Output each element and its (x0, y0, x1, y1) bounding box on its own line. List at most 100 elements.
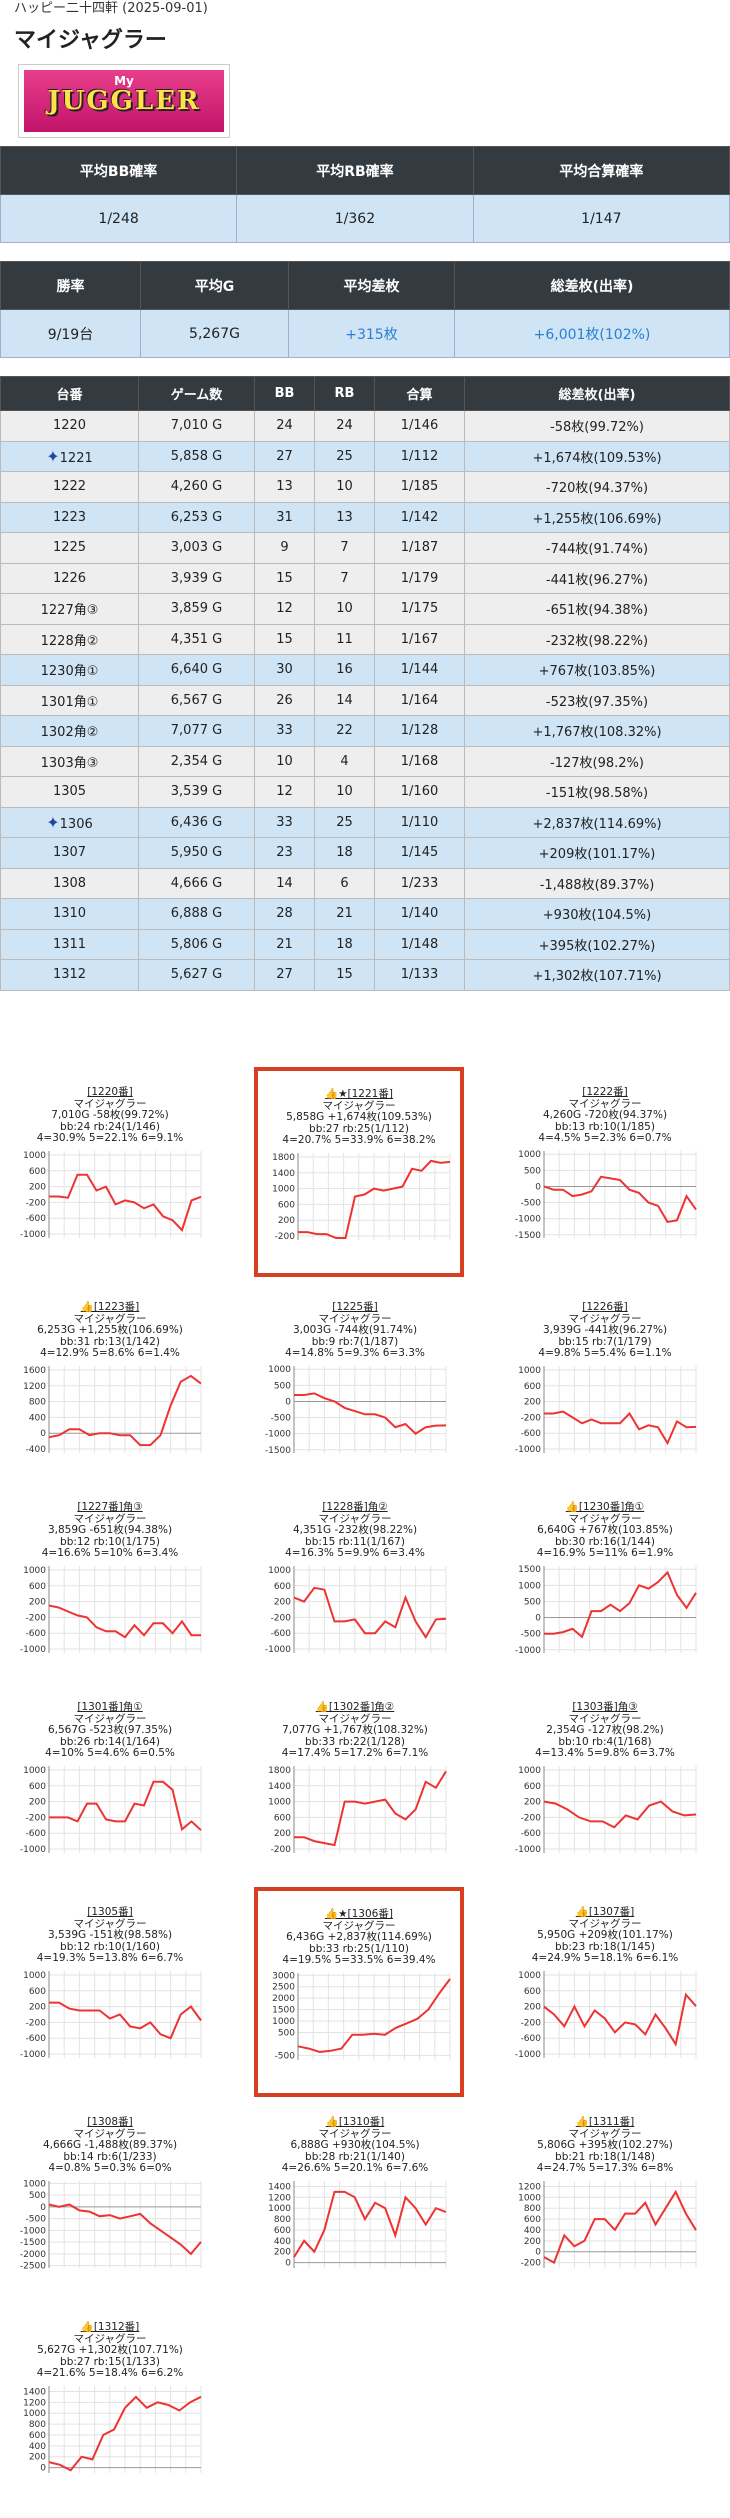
logo-banner: My JUGGLER (24, 70, 224, 132)
machine-chart-card[interactable]: 👍[1230番]角① マイジャグラー 6,640G +767枚(103.85%) bb… (505, 1501, 705, 1698)
y-tick-label: 3000 (272, 1971, 295, 1981)
y-tick-label: 500 (524, 1166, 541, 1176)
table-row[interactable]: 1230角① 6,640 G 30 16 1/144 +767枚(103.85%) (0, 654, 730, 686)
cell-text: -523枚(97.35%) (545, 694, 649, 710)
cell-g: 6,436 G (138, 806, 255, 838)
machine-chart-card[interactable]: 👍[1312番] マイジャグラー 5,627G +1,302枚(107.71%) bb… (10, 2321, 210, 2518)
machine-chart-card[interactable]: 👍★[1306番] マイジャグラー 6,436G +2,837枚(114.69%) b… (254, 1887, 464, 2097)
y-tick-label: -200 (26, 2018, 47, 2028)
table-row[interactable]: 1220 7,010 G 24 24 1/146 -58枚(99.72%) (0, 410, 730, 442)
cell-no: 1310 (0, 898, 139, 930)
table-row[interactable]: 1302角② 7,077 G 33 22 1/128 +1,767枚(108.32%) (0, 715, 730, 747)
y-tick-label: 1400 (268, 2182, 291, 2192)
machine-chart-card[interactable]: [1308番] マイジャグラー 4,666G -1,488枚(89.37%) bb:1… (10, 2116, 210, 2313)
table-row[interactable]: 1305 3,539 G 12 10 1/160 -151枚(98.58%) (0, 776, 730, 808)
col-bb: BB (254, 376, 315, 411)
cell-rb: 14 (314, 684, 375, 716)
machine-chart-card[interactable]: 👍[1307番] マイジャグラー 5,950G +209枚(101.17%) bb:2… (505, 1906, 705, 2103)
table-row[interactable]: 1227角③ 3,859 G 12 10 1/175 -651枚(94.38%) (0, 593, 730, 625)
probability-summary-table: 平均BB確率 平均RB確率 平均合算確率 1/248 1/362 1/147 (0, 146, 730, 243)
machine-chart-card[interactable]: [1227番]角③ マイジャグラー 3,859G -651枚(94.38%) bb:1… (10, 1501, 210, 1698)
cell-rb: 10 (314, 471, 375, 503)
y-tick-label: 600 (274, 1581, 291, 1591)
y-tick-label: 1200 (23, 2398, 46, 2408)
y-tick-label: 500 (274, 1381, 291, 1391)
y-tick-label: 600 (274, 1813, 291, 1823)
table-row[interactable]: 1301角① 6,567 G 26 14 1/164 -523枚(97.35%) (0, 684, 730, 716)
cell-rb: 21 (314, 898, 375, 930)
y-tick-label: 1400 (268, 1781, 291, 1791)
y-tick-label: 0 (285, 2258, 291, 2268)
table-row[interactable]: 1225 3,003 G 9 7 1/187 -744枚(91.74%) (0, 532, 730, 564)
y-tick-label: 600 (29, 1581, 46, 1591)
cell-text: +2,837枚(114.69%) (532, 816, 662, 832)
card-machine: マイジャグラー (73, 1917, 147, 1930)
machine-chart-card[interactable]: 👍[1302番]角② マイジャグラー 7,077G +1,767枚(108.32%)… (255, 1701, 455, 1898)
y-tick-label: 1400 (272, 1168, 295, 1178)
machine-chart-card[interactable]: [1301番]角① マイジャグラー 6,567G -523枚(97.35%) bb:2… (10, 1701, 210, 1898)
cell-rb: 6 (314, 867, 375, 899)
diff-line-chart: 1800 1400 1000 600 200 -200 (272, 1152, 451, 1242)
table-row[interactable]: 1311 5,806 G 21 18 1/148 +395枚(102.27%) (0, 928, 730, 960)
table-row[interactable]: ✦1221 5,858 G 27 25 1/112 +1,674枚(109.53%) (0, 440, 730, 472)
machine-chart-card[interactable]: 👍[1223番] マイジャグラー 6,253G +1,255枚(106.69%) bb… (10, 1301, 210, 1498)
table-row[interactable]: 1307 5,950 G 23 18 1/145 +209枚(101.17%) (0, 837, 730, 869)
cell-text: 1/160 (400, 784, 439, 800)
card-l3: 4=24.9% 5=18.1% 6=6.1% (531, 1952, 679, 1964)
table-row[interactable]: 1228角② 4,351 G 15 11 1/167 -232枚(98.22%) (0, 623, 730, 655)
diff-line-chart: 1000 600 200 -200 -600 -1000 (265, 1565, 447, 1655)
table-row[interactable]: 1312 5,627 G 27 15 1/133 +1,302枚(107.71%) (0, 959, 730, 991)
cell-text: 27 (276, 448, 293, 464)
table-row[interactable]: 1308 4,666 G 14 6 1/233 -1,488枚(89.37%) (0, 867, 730, 899)
cell-text: 1223 (52, 509, 87, 525)
y-tick-label: 0 (535, 1613, 541, 1623)
machine-chart-card[interactable]: [1220番] マイジャグラー 7,010G -58枚(99.72%) bb:24 r… (10, 1086, 210, 1283)
card-l2: bb:10 rb:4(1/168) (558, 1735, 652, 1748)
machine-chart-card[interactable]: [1225番] マイジャグラー 3,003G -744枚(91.74%) bb:9 r… (255, 1301, 455, 1498)
y-tick-label: 1000 (23, 1150, 46, 1160)
diff-line-chart: 1000 500 0 -500 -1000 -1500 (265, 1365, 447, 1455)
card-l2: bb:31 rb:13(1/142) (60, 1335, 160, 1348)
cell-text: 1306 (59, 816, 93, 832)
machine-chart-card[interactable]: 👍[1311番] マイジャグラー 5,806G +395枚(102.27%) bb:2… (505, 2116, 705, 2313)
card-l1: 4,351G -232枚(98.22%) (292, 1524, 418, 1536)
cell-total: 1/112 (374, 440, 465, 472)
cell-text: 1220 (52, 418, 87, 434)
machine-chart-card[interactable]: 👍[1310番] マイジャグラー 6,888G +930枚(104.5%) bb:28… (255, 2116, 455, 2313)
table-row[interactable]: 1226 3,939 G 15 7 1/179 -441枚(96.27%) (0, 562, 730, 594)
machine-chart-card[interactable]: [1226番] マイジャグラー 3,939G -441枚(96.27%) bb:15 … (505, 1301, 705, 1498)
machine-chart-card[interactable]: [1228番]角② マイジャグラー 4,351G -232枚(98.22%) bb:1… (255, 1501, 455, 1698)
y-tick-label: -200 (521, 2258, 542, 2268)
y-tick-label: 1000 (268, 1365, 291, 1375)
table-row[interactable]: 1223 6,253 G 31 13 1/142 +1,255枚(106.69%) (0, 501, 730, 533)
card-machine: マイジャグラー (73, 1512, 147, 1525)
table-row[interactable]: 1303角③ 2,354 G 10 4 1/168 -127枚(98.2%) (0, 745, 730, 777)
y-tick-label: -500 (26, 2214, 47, 2224)
machine-chart-card[interactable]: [1305番] マイジャグラー 3,539G -151枚(98.58%) bb:12 … (10, 1906, 210, 2103)
cell-text: 12 (276, 784, 293, 800)
card-l2: bb:13 rb:10(1/185) (555, 1120, 655, 1133)
cell-text: 21 (276, 936, 293, 952)
card-machine: マイジャグラー (73, 2127, 147, 2140)
table-row[interactable]: 1222 4,260 G 13 10 1/185 -720枚(94.37%) (0, 471, 730, 503)
y-tick-label: -200 (26, 1198, 47, 1208)
cell-text: 1303角③ (40, 755, 99, 771)
cell-rb: 25 (314, 806, 375, 838)
cell-bb: 23 (254, 837, 315, 869)
card-l3: 4=26.6% 5=20.1% 6=7.6% (281, 2162, 429, 2174)
y-tick-label: 600 (29, 1986, 46, 1996)
y-tick-label: 2500 (272, 1982, 295, 1992)
cell-bb: 15 (254, 562, 315, 594)
y-tick-label: 600 (29, 1781, 46, 1791)
machine-chart-card[interactable]: 👍★[1221番] マイジャグラー 5,858G +1,674枚(109.53%) b… (254, 1067, 464, 1277)
machine-chart-card[interactable]: [1303番]角③ マイジャグラー 2,354G -127枚(98.2%) bb:10… (505, 1701, 705, 1898)
card-title: 👍★[1221番] (325, 1088, 393, 1100)
machine-chart-card[interactable]: [1222番] マイジャグラー 4,260G -720枚(94.37%) bb:13 … (505, 1086, 705, 1283)
result-summary-table: 勝率 平均G 平均差枚 総差枚(出率) 9/19台 5,267G +315枚 +… (0, 261, 730, 358)
table-row[interactable]: 1310 6,888 G 28 21 1/140 +930枚(104.5%) (0, 898, 730, 930)
cell-total: 1/144 (374, 654, 465, 686)
table-row[interactable]: ✦1306 6,436 G 33 25 1/110 +2,837枚(114.69%) (0, 806, 730, 838)
cell-bb: 24 (254, 410, 315, 442)
